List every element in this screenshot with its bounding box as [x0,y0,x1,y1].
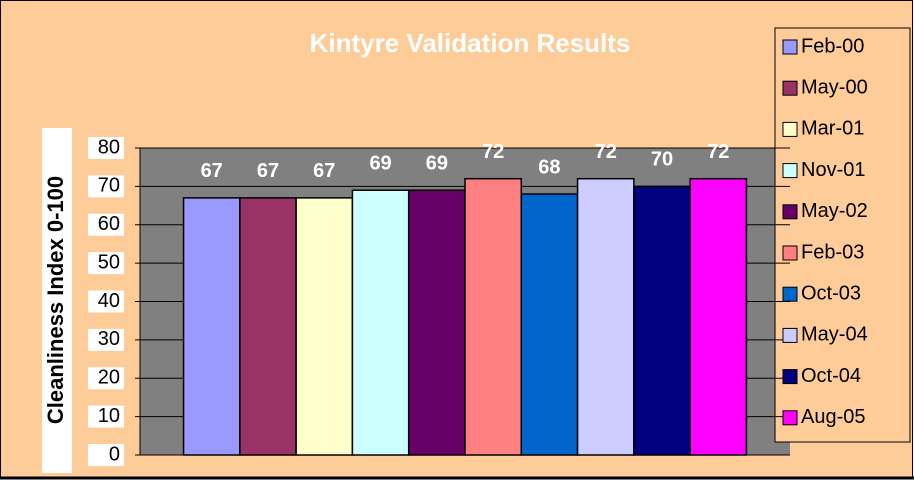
legend-label: May-04 [801,324,868,346]
bar [239,197,297,456]
data-label: 67 [257,160,279,182]
y-tick-label-background [88,137,124,159]
y-tick-label-background [88,252,124,275]
y-tick-label: 80 [98,136,120,158]
bar [520,193,579,456]
y-tick-label-background [88,175,124,198]
y-tick-label: 20 [98,367,120,389]
data-label: 69 [426,152,448,174]
legend-swatch [782,39,798,55]
y-tick-label-background [88,213,124,236]
legend-label: Feb-03 [801,241,864,263]
chart-title: Kintyre Validation Results [310,28,631,58]
legend-swatch [782,204,798,220]
data-label: 70 [651,149,673,171]
legend-label: Nov-01 [801,159,865,181]
data-label: 72 [707,141,729,163]
legend-label: Aug-05 [801,406,866,428]
y-tick-label: 30 [98,328,120,350]
y-axis-label: Cleanliness Index 0-100 [43,176,68,424]
legend-swatch [782,286,798,302]
y-tick-label: 50 [98,251,120,273]
legend-swatch [782,410,798,426]
bar [464,177,523,456]
y-tick-label: 70 [98,175,120,197]
y-tick-label-background [88,405,124,428]
y-tick-label-background [88,290,124,313]
bar [295,197,354,456]
data-label: 67 [313,160,335,182]
legend-label: Mar-01 [801,118,864,140]
y-tick-label: 0 [109,443,120,465]
legend-swatch [782,80,798,96]
legend-swatch [782,163,798,179]
data-label: 72 [595,141,617,163]
bar [182,197,241,456]
y-tick-label-background [88,367,124,390]
y-tick-label-background [88,328,124,351]
legend-label: May-02 [801,200,868,222]
legend-label: Oct-04 [801,365,861,387]
y-tick-label: 40 [98,290,120,312]
bar [689,177,748,456]
data-label: 72 [482,141,504,163]
data-label: 69 [369,152,391,174]
bar [576,177,635,456]
legend-swatch [782,327,798,343]
y-tick-label: 60 [98,213,120,235]
legend-label: Oct-03 [801,282,861,304]
bar [351,189,410,456]
data-label: 68 [538,156,560,178]
legend-label: May-00 [801,76,868,98]
bar [633,185,691,456]
legend-swatch [782,369,798,385]
y-label-background [42,128,72,473]
legend-label: Feb-00 [801,35,864,57]
y-tick-label-background [88,444,124,466]
data-label: 67 [201,160,223,182]
legend-swatch [782,245,798,261]
y-tick-label: 10 [98,405,120,427]
legend-swatch [782,121,798,137]
bar [407,189,466,456]
